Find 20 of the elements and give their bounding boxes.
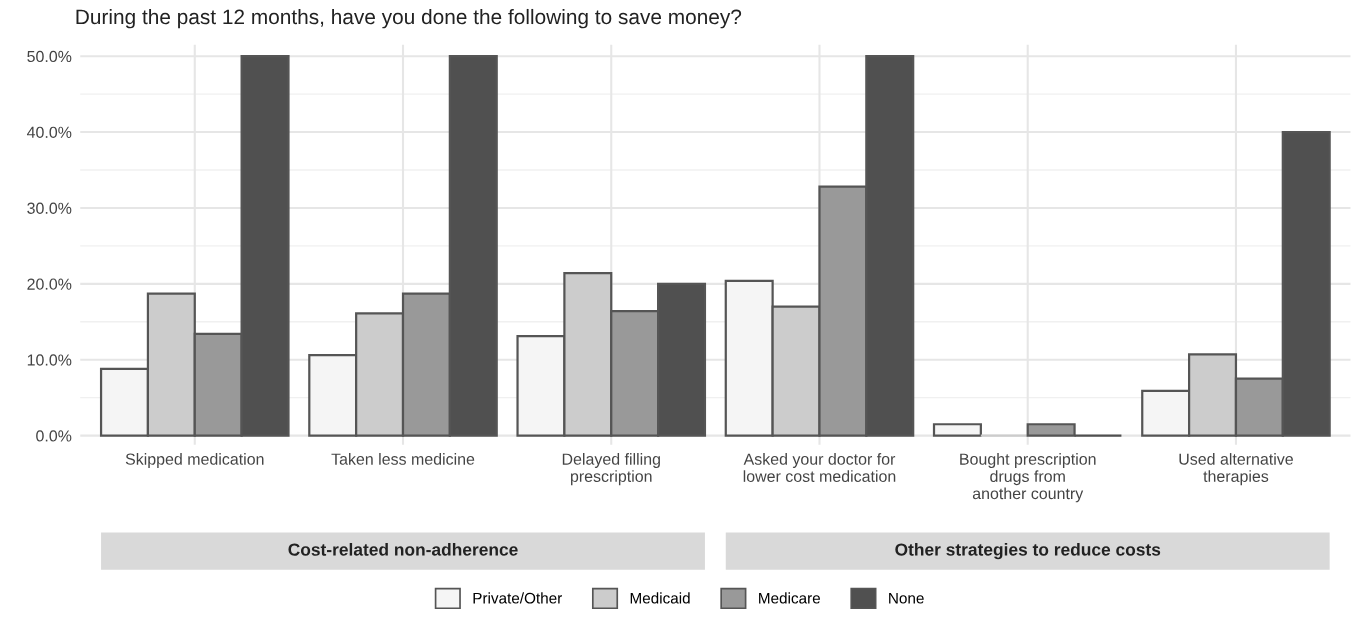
y-tick-label: 0.0% [36, 430, 72, 442]
legend-label: Medicaid [630, 592, 690, 604]
x-tick-label: Bought prescription drugs from another country [960, 453, 1096, 503]
y-tick-label: 10.0% [27, 354, 72, 366]
text: Other strategies to reduce costs [895, 542, 1161, 560]
x-tick-label: Taken less medicine [331, 453, 475, 465]
x-tick-label: Skipped medication [125, 453, 264, 468]
x-tick-label: Asked your doctor for lower cost medication [743, 453, 896, 482]
y-tick-label: 40.0% [26, 126, 72, 138]
legend-label: None [889, 592, 924, 604]
x-tick-label: Used alternative therapies [1179, 453, 1293, 486]
legend-label: Private/Other [473, 592, 563, 604]
y-tick-label: 20.0% [27, 278, 72, 290]
legend-label: Medicare [759, 592, 820, 604]
x-tick-label: Delayed filling prescription [562, 453, 660, 486]
text: Cost-related non-adherence [288, 543, 518, 556]
y-tick-label: 30.0% [27, 202, 72, 214]
bar [932, 423, 982, 437]
y-tick-label: 50.0% [27, 50, 72, 63]
chart-title: During the past 12 months, have you done the following to save money? [76, 8, 742, 29]
